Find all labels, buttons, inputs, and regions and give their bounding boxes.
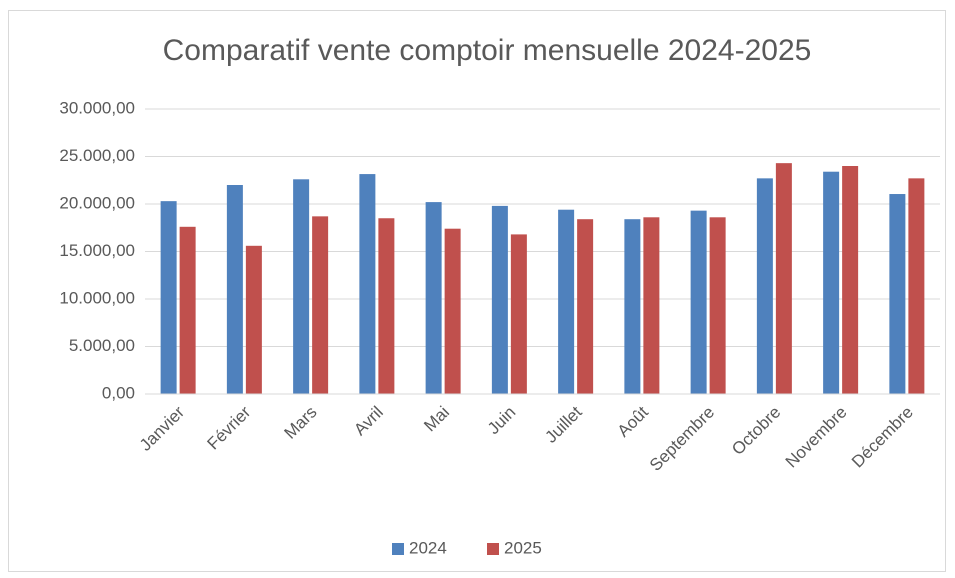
y-tick-label: 10.000,00 xyxy=(59,288,135,307)
y-tick-label: 0,00 xyxy=(102,383,135,402)
bar xyxy=(425,202,442,394)
bar xyxy=(359,174,376,394)
bar xyxy=(823,171,840,394)
legend-label: 2024 xyxy=(409,538,447,557)
y-tick-label: 20.000,00 xyxy=(59,193,135,212)
bar xyxy=(643,217,660,394)
bar xyxy=(226,185,243,394)
y-tick-label: 30.000,00 xyxy=(59,98,135,117)
bar xyxy=(558,209,575,394)
y-tick-label: 15.000,00 xyxy=(59,241,135,260)
y-tick-label: 25.000,00 xyxy=(59,146,135,165)
bar xyxy=(179,226,196,394)
bar xyxy=(624,219,641,394)
bar xyxy=(842,166,859,394)
bar xyxy=(775,163,792,394)
legend-swatch xyxy=(392,543,404,555)
bar xyxy=(889,194,906,394)
bar xyxy=(293,179,310,394)
y-tick-label: 5.000,00 xyxy=(69,336,135,355)
bar xyxy=(491,205,508,394)
bar xyxy=(245,245,262,394)
legend-swatch xyxy=(487,543,499,555)
chart-border xyxy=(8,10,946,572)
bar xyxy=(709,217,726,394)
bar xyxy=(444,228,461,394)
bar xyxy=(510,234,527,394)
bar xyxy=(577,219,594,394)
legend-label: 2025 xyxy=(504,538,542,557)
bar xyxy=(908,178,925,394)
bar xyxy=(756,178,773,394)
bar xyxy=(378,218,395,394)
bar xyxy=(690,210,707,394)
chart-title: Comparatif vente comptoir mensuelle 2024… xyxy=(163,34,812,67)
bar xyxy=(312,216,329,394)
bar xyxy=(160,201,177,394)
